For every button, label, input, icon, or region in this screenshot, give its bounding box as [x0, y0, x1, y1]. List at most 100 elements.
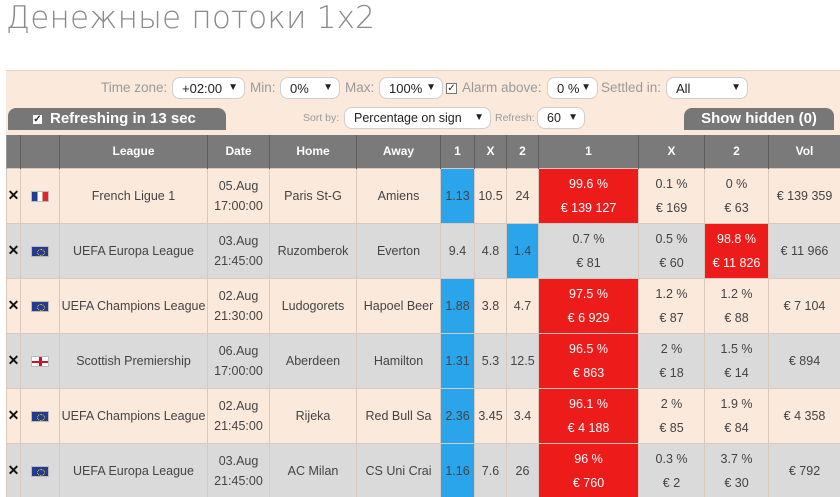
money-x-percent: 0.3 %: [655, 451, 688, 466]
match-time: 17:00:00: [214, 363, 263, 378]
league-cell: UEFA Europa League: [59, 222, 208, 279]
date-cell: 03.Aug 21:45:00: [207, 222, 270, 279]
money-x-cell: 2 % € 85: [638, 387, 705, 444]
money-x-percent: 2 %: [660, 341, 683, 356]
table-row[interactable]: ✕ UEFA Champions League 02.Aug 21:45:00 Rije…: [6, 387, 840, 444]
header-money-1[interactable]: 1: [538, 135, 639, 168]
refresh-value: 60: [547, 111, 561, 125]
refreshing-checkbox[interactable]: ✓: [32, 114, 43, 125]
money-x-cell: 0.1 % € 169: [638, 167, 705, 224]
money-x-percent: 0.5 %: [655, 231, 688, 246]
header-home[interactable]: Home: [269, 135, 357, 168]
close-icon[interactable]: ✕: [7, 352, 20, 368]
money-2-percent: 1.9 %: [720, 396, 753, 411]
hide-row-button[interactable]: ✕: [6, 387, 21, 444]
money-1-percent: 99.6 %: [569, 176, 608, 191]
table-header: League Date Home Away 1 X 2 1 X 2 Vol: [6, 135, 840, 168]
odds-x-cell: 10.5: [474, 167, 507, 224]
hide-row-button[interactable]: ✕: [6, 332, 21, 389]
alarm-select[interactable]: 0 % ▼: [547, 77, 598, 99]
flag-cell: [20, 167, 60, 224]
hide-row-button[interactable]: ✕: [6, 442, 21, 497]
alarm-checkbox[interactable]: ✓: [446, 83, 457, 94]
chevron-down-icon: ▼: [323, 82, 333, 93]
date-cell: 03.Aug 21:45:00: [207, 442, 270, 497]
money-x-percent: 0.1 %: [655, 176, 688, 191]
match-time: 21:45:00: [214, 473, 263, 488]
header-flag: [20, 135, 60, 168]
chevron-down-icon: ▼: [731, 82, 741, 93]
money-2-amount: € 63: [724, 200, 749, 215]
odds-1-cell: 9.4: [440, 222, 475, 279]
refreshing-toggle[interactable]: ✓ Refreshing in 13 sec: [8, 108, 226, 130]
close-icon[interactable]: ✕: [7, 187, 20, 203]
money-2-amount: € 14: [724, 365, 749, 380]
odds-x-cell: 3.8: [474, 277, 507, 334]
eu-flag-icon: [31, 300, 49, 312]
money-2-cell: 1.2 % € 88: [704, 277, 769, 334]
max-select[interactable]: 100% ▼: [379, 77, 443, 99]
money-x-amount: € 87: [659, 310, 684, 325]
hide-row-button[interactable]: ✕: [6, 277, 21, 334]
close-icon[interactable]: ✕: [7, 297, 20, 313]
max-label: Max:: [345, 80, 375, 95]
money-1-percent: 96.1 %: [569, 396, 608, 411]
refresh-select[interactable]: 60 ▼: [537, 107, 585, 129]
money-1-percent: 96 %: [574, 451, 603, 466]
header-money-2[interactable]: 2: [704, 135, 769, 168]
money-1-cell: 96 % € 760: [538, 442, 639, 497]
home-team-cell: Ruzomberok: [269, 222, 357, 279]
money-2-cell: 1.5 % € 14: [704, 332, 769, 389]
min-select[interactable]: 0% ▼: [280, 77, 340, 99]
settled-select[interactable]: All ▼: [666, 77, 748, 99]
odds-1-cell: 1.16: [440, 442, 475, 497]
flag-cell: [20, 387, 60, 444]
close-icon[interactable]: ✕: [7, 242, 20, 258]
header-odds-1[interactable]: 1: [440, 135, 475, 168]
money-1-cell: 0.7 % € 81: [538, 222, 639, 279]
table-row[interactable]: ✕ UEFA Europa League 03.Aug 21:45:00 Ruzombe…: [6, 222, 840, 279]
table-row[interactable]: ✕ UEFA Champions League 02.Aug 21:30:00 Ludo…: [6, 277, 840, 334]
hide-row-button[interactable]: ✕: [6, 167, 21, 224]
header-league[interactable]: League: [59, 135, 208, 168]
home-team-cell: Ludogorets: [269, 277, 357, 334]
header-money-x[interactable]: X: [638, 135, 705, 168]
match-time: 17:00:00: [214, 198, 263, 213]
odds-2-cell: 26: [506, 442, 539, 497]
league-cell: UEFA Europa League: [59, 442, 208, 497]
money-2-cell: 98.8 % € 11 826: [704, 222, 769, 279]
money-x-cell: 0.3 % € 2: [638, 442, 705, 497]
odds-1-cell: 1.88: [440, 277, 475, 334]
money-x-amount: € 18: [659, 365, 684, 380]
header-away[interactable]: Away: [356, 135, 441, 168]
table-row[interactable]: ✕ French Ligue 1 05.Aug 17:00:00 Paris St-G A…: [6, 167, 840, 224]
table-row[interactable]: ✕ UEFA Europa League 03.Aug 21:45:00 AC Mila…: [6, 442, 840, 497]
hide-row-button[interactable]: ✕: [6, 222, 21, 279]
show-hidden-button[interactable]: Show hidden (0): [684, 108, 834, 130]
timezone-value: +02:00: [182, 81, 223, 96]
odds-x-cell: 3.45: [474, 387, 507, 444]
header-date[interactable]: Date: [207, 135, 270, 168]
flag-cell: [20, 442, 60, 497]
alarm-label: Alarm above:: [462, 80, 542, 95]
close-icon[interactable]: ✕: [7, 462, 20, 478]
timezone-label: Time zone:: [101, 80, 168, 95]
header-odds-2[interactable]: 2: [506, 135, 539, 168]
table-row[interactable]: ✕ Scottish Premiership 06.Aug 17:00:00 Aberd…: [6, 332, 840, 389]
header-volume[interactable]: Vol: [768, 135, 840, 168]
filter-row: Time zone: +02:00 ▼ Min: 0% ▼ Max: 100% …: [6, 77, 840, 101]
timezone-select[interactable]: +02:00 ▼: [172, 77, 245, 99]
header-odds-x[interactable]: X: [474, 135, 507, 168]
odds-x-cell: 5.3: [474, 332, 507, 389]
volume-cell: € 11 966: [768, 222, 840, 279]
odds-2-cell: 1.4: [506, 222, 539, 279]
sortby-select[interactable]: Percentage on sign ▼: [344, 107, 491, 129]
sortby-label: Sort by:: [303, 112, 340, 124]
away-team-cell: Everton: [356, 222, 441, 279]
money-x-amount: € 2: [662, 475, 681, 490]
money-2-amount: € 30: [724, 475, 749, 490]
money-1-cell: 99.6 % € 139 127: [538, 167, 639, 224]
money-2-amount: € 11 826: [712, 255, 761, 270]
money-2-amount: € 88: [724, 310, 749, 325]
close-icon[interactable]: ✕: [7, 407, 20, 423]
